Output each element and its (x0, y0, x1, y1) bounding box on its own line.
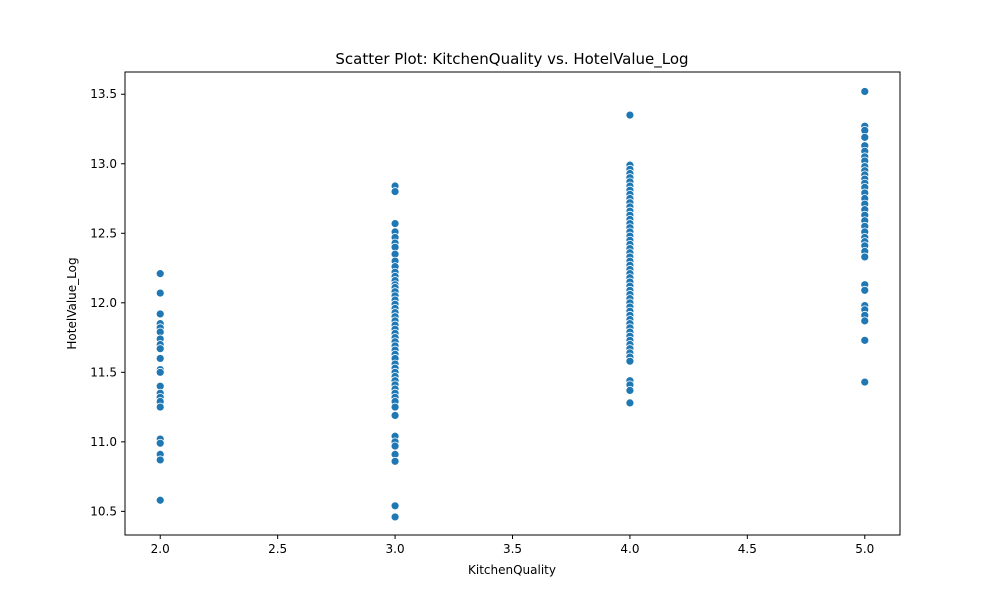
scatter-point (390, 411, 400, 420)
scatter-point (625, 110, 635, 120)
scatter-point (625, 398, 635, 408)
scatter-point (155, 438, 165, 448)
scatter-point (860, 285, 870, 295)
scatter-point (155, 455, 165, 465)
scatter-point (390, 512, 400, 522)
scatter-point (155, 309, 165, 319)
y-tick-label: 13.0 (90, 157, 117, 171)
y-axis-label: HotelValue_Log (65, 257, 79, 349)
x-tick-label: 4.0 (620, 542, 639, 556)
scatter-point (155, 354, 165, 363)
scatter-point (860, 377, 870, 387)
scatter-point (390, 219, 400, 228)
scatter-point (860, 132, 870, 142)
plot-area-frame (124, 71, 901, 536)
y-tick-label: 11.0 (90, 435, 117, 449)
y-tick-label: 11.5 (90, 365, 117, 379)
scatter-point (155, 344, 165, 354)
x-tick-label: 3.5 (503, 542, 522, 556)
y-tick-label: 13.5 (90, 87, 117, 101)
x-tick-label: 2.0 (151, 542, 170, 556)
x-tick-label: 2.5 (268, 542, 287, 556)
scatter-point (860, 252, 870, 262)
y-tick-label: 12.0 (90, 296, 117, 310)
scatter-point (860, 335, 870, 345)
scatter-point (625, 356, 635, 366)
scatter-point (155, 288, 165, 298)
y-tick-label: 12.5 (90, 226, 117, 240)
x-axis-ticks: 2.0 2.5 3.0 3.5 4.0 4.5 5.0 (151, 535, 874, 556)
x-tick-label: 4.5 (738, 542, 757, 556)
scatter-point (390, 402, 400, 412)
scatter-point (155, 495, 165, 505)
scatter-point (155, 367, 165, 377)
scatter-point (860, 87, 870, 96)
y-tick-label: 10.5 (90, 504, 117, 518)
scatter-point (390, 441, 400, 451)
x-tick-label: 3.0 (386, 542, 405, 556)
scatter-point (155, 269, 165, 279)
scatter-point (625, 385, 635, 395)
scatter-point (390, 456, 400, 466)
points-layer (155, 87, 870, 522)
scatter-point (860, 316, 870, 326)
chart-title: Scatter Plot: KitchenQuality vs. HotelVa… (335, 50, 688, 69)
scatter-point (155, 402, 165, 412)
x-tick-label: 5.0 (855, 542, 874, 556)
y-axis-ticks: 10.5 11.0 11.5 12.0 12.5 13.0 13.5 (90, 87, 125, 518)
scatter-point (390, 187, 400, 196)
x-axis-label: KitchenQuality (468, 563, 556, 577)
scatter-point (390, 501, 400, 511)
